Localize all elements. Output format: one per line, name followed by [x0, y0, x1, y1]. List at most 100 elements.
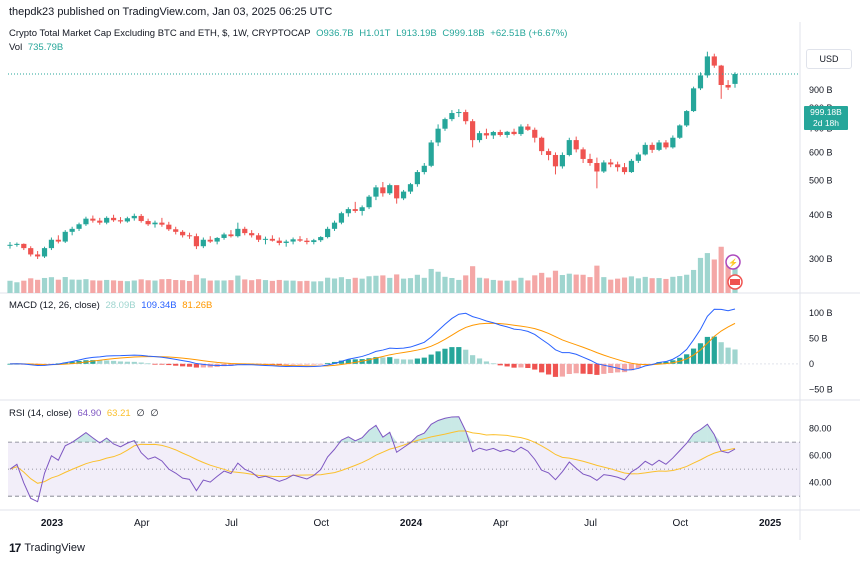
macd-histogram-bar — [290, 363, 296, 365]
macd-histogram-bar — [594, 363, 600, 375]
candle-body — [138, 215, 144, 222]
macd-histogram-bar — [138, 362, 144, 364]
rsi-overbought-fill — [79, 432, 86, 443]
rsi-overbought-fill — [714, 434, 722, 443]
footer-brand[interactable]: 17 TradingView — [9, 541, 85, 555]
volume-bar — [200, 278, 206, 293]
candle-body — [449, 113, 455, 120]
volume-bar — [83, 279, 89, 293]
candle-body — [117, 220, 124, 222]
rsi-overbought-fill — [693, 429, 701, 443]
candle-body — [207, 239, 213, 242]
candle-body — [580, 149, 586, 159]
macd-signal-line — [9, 322, 736, 367]
candle-body — [228, 234, 234, 237]
candle-body — [380, 187, 386, 194]
macd-line-value: 109.34B — [141, 300, 177, 311]
candle-body — [152, 222, 158, 225]
candle-body — [504, 131, 510, 135]
macd-histogram-bar — [283, 363, 289, 365]
bar-countdown: 2d 18h — [813, 118, 839, 128]
volume-bar — [90, 280, 96, 293]
macd-histogram-bar — [69, 361, 75, 364]
macd-histogram-bar — [200, 363, 206, 368]
macd-histogram-bar — [325, 362, 331, 364]
volume-bar — [718, 246, 724, 293]
macd-axis-tick: −50 B — [809, 384, 833, 394]
candle-body — [608, 162, 614, 165]
macd-axis-tick: 0 — [809, 359, 814, 369]
volume-bar — [186, 280, 193, 293]
rsi-overbought-fill — [465, 430, 473, 443]
macd-histogram-bar — [442, 348, 448, 364]
candle-body — [276, 240, 282, 243]
time-axis-tick: Jul — [584, 518, 597, 529]
rsi-overbought-fill — [438, 418, 445, 443]
volume-bar — [352, 277, 358, 293]
candle-body — [48, 239, 55, 249]
macd-histogram-bar — [304, 363, 310, 365]
volume-bar — [483, 278, 490, 293]
macd-histogram-bar — [366, 358, 372, 364]
rsi-axis-tick: 40.00 — [809, 478, 832, 488]
macd-histogram-bar — [7, 363, 13, 365]
candle-body — [711, 56, 717, 66]
time-axis-tick: Apr — [493, 518, 509, 529]
candle-body — [421, 165, 427, 173]
candle-body — [497, 132, 503, 135]
volume-bar — [159, 279, 165, 293]
candle-body — [159, 222, 165, 225]
macd-histogram-bar — [352, 359, 358, 364]
candle-body — [594, 163, 600, 172]
candle-body — [732, 73, 738, 84]
candle-body — [200, 239, 206, 247]
candle-body — [545, 151, 552, 155]
candle-body — [83, 218, 89, 225]
volume-bar — [407, 278, 414, 293]
candle-body — [304, 240, 310, 243]
macd-histogram-bar — [732, 349, 738, 364]
volume-bar — [545, 277, 552, 293]
volume-bar — [670, 276, 676, 293]
macd-histogram-bar — [532, 363, 538, 370]
macd-histogram-bar — [497, 363, 503, 366]
macd-histogram-bar — [124, 361, 130, 364]
candle-body — [69, 228, 75, 232]
volume-bar — [601, 277, 607, 293]
candle-body — [338, 213, 345, 223]
last-price-value: 999.18B — [810, 107, 842, 117]
candle-body — [311, 240, 317, 243]
lightning-glyph: ⚡ — [728, 258, 738, 268]
candle-body — [525, 126, 531, 130]
macd-histogram-bar — [539, 363, 545, 373]
candle-body — [621, 167, 628, 173]
candle-body — [649, 144, 655, 150]
volume-bar — [504, 280, 510, 293]
candle-body — [587, 158, 593, 164]
candle-body — [352, 209, 358, 211]
volume-legend: Vol 735.79B — [9, 42, 66, 53]
volume-bar — [221, 280, 227, 293]
macd-histogram-bar — [435, 351, 441, 364]
candle-body — [532, 129, 538, 138]
macd-histogram-bar — [345, 359, 351, 364]
macd-histogram-bar — [725, 347, 731, 364]
macd-axis-tick: 50 B — [809, 333, 828, 343]
macd-histogram-bar — [166, 363, 172, 366]
volume-bar — [490, 279, 496, 293]
volume-bar — [255, 279, 262, 293]
currency-selector[interactable]: USD — [806, 49, 852, 69]
volume-bar — [649, 278, 655, 293]
volume-bar — [511, 280, 517, 293]
macd-legend: MACD (12, 26, close) 28.09B 109.34B 81.2… — [9, 300, 215, 311]
volume-bar — [345, 279, 351, 293]
volume-bar — [207, 280, 213, 293]
candle-body — [110, 217, 117, 221]
price-axis-tick: 300 B — [809, 254, 833, 264]
volume-bar — [470, 266, 476, 293]
volume-bar — [304, 280, 310, 293]
macd-histogram-bar — [90, 360, 96, 364]
candle-body — [725, 84, 731, 88]
